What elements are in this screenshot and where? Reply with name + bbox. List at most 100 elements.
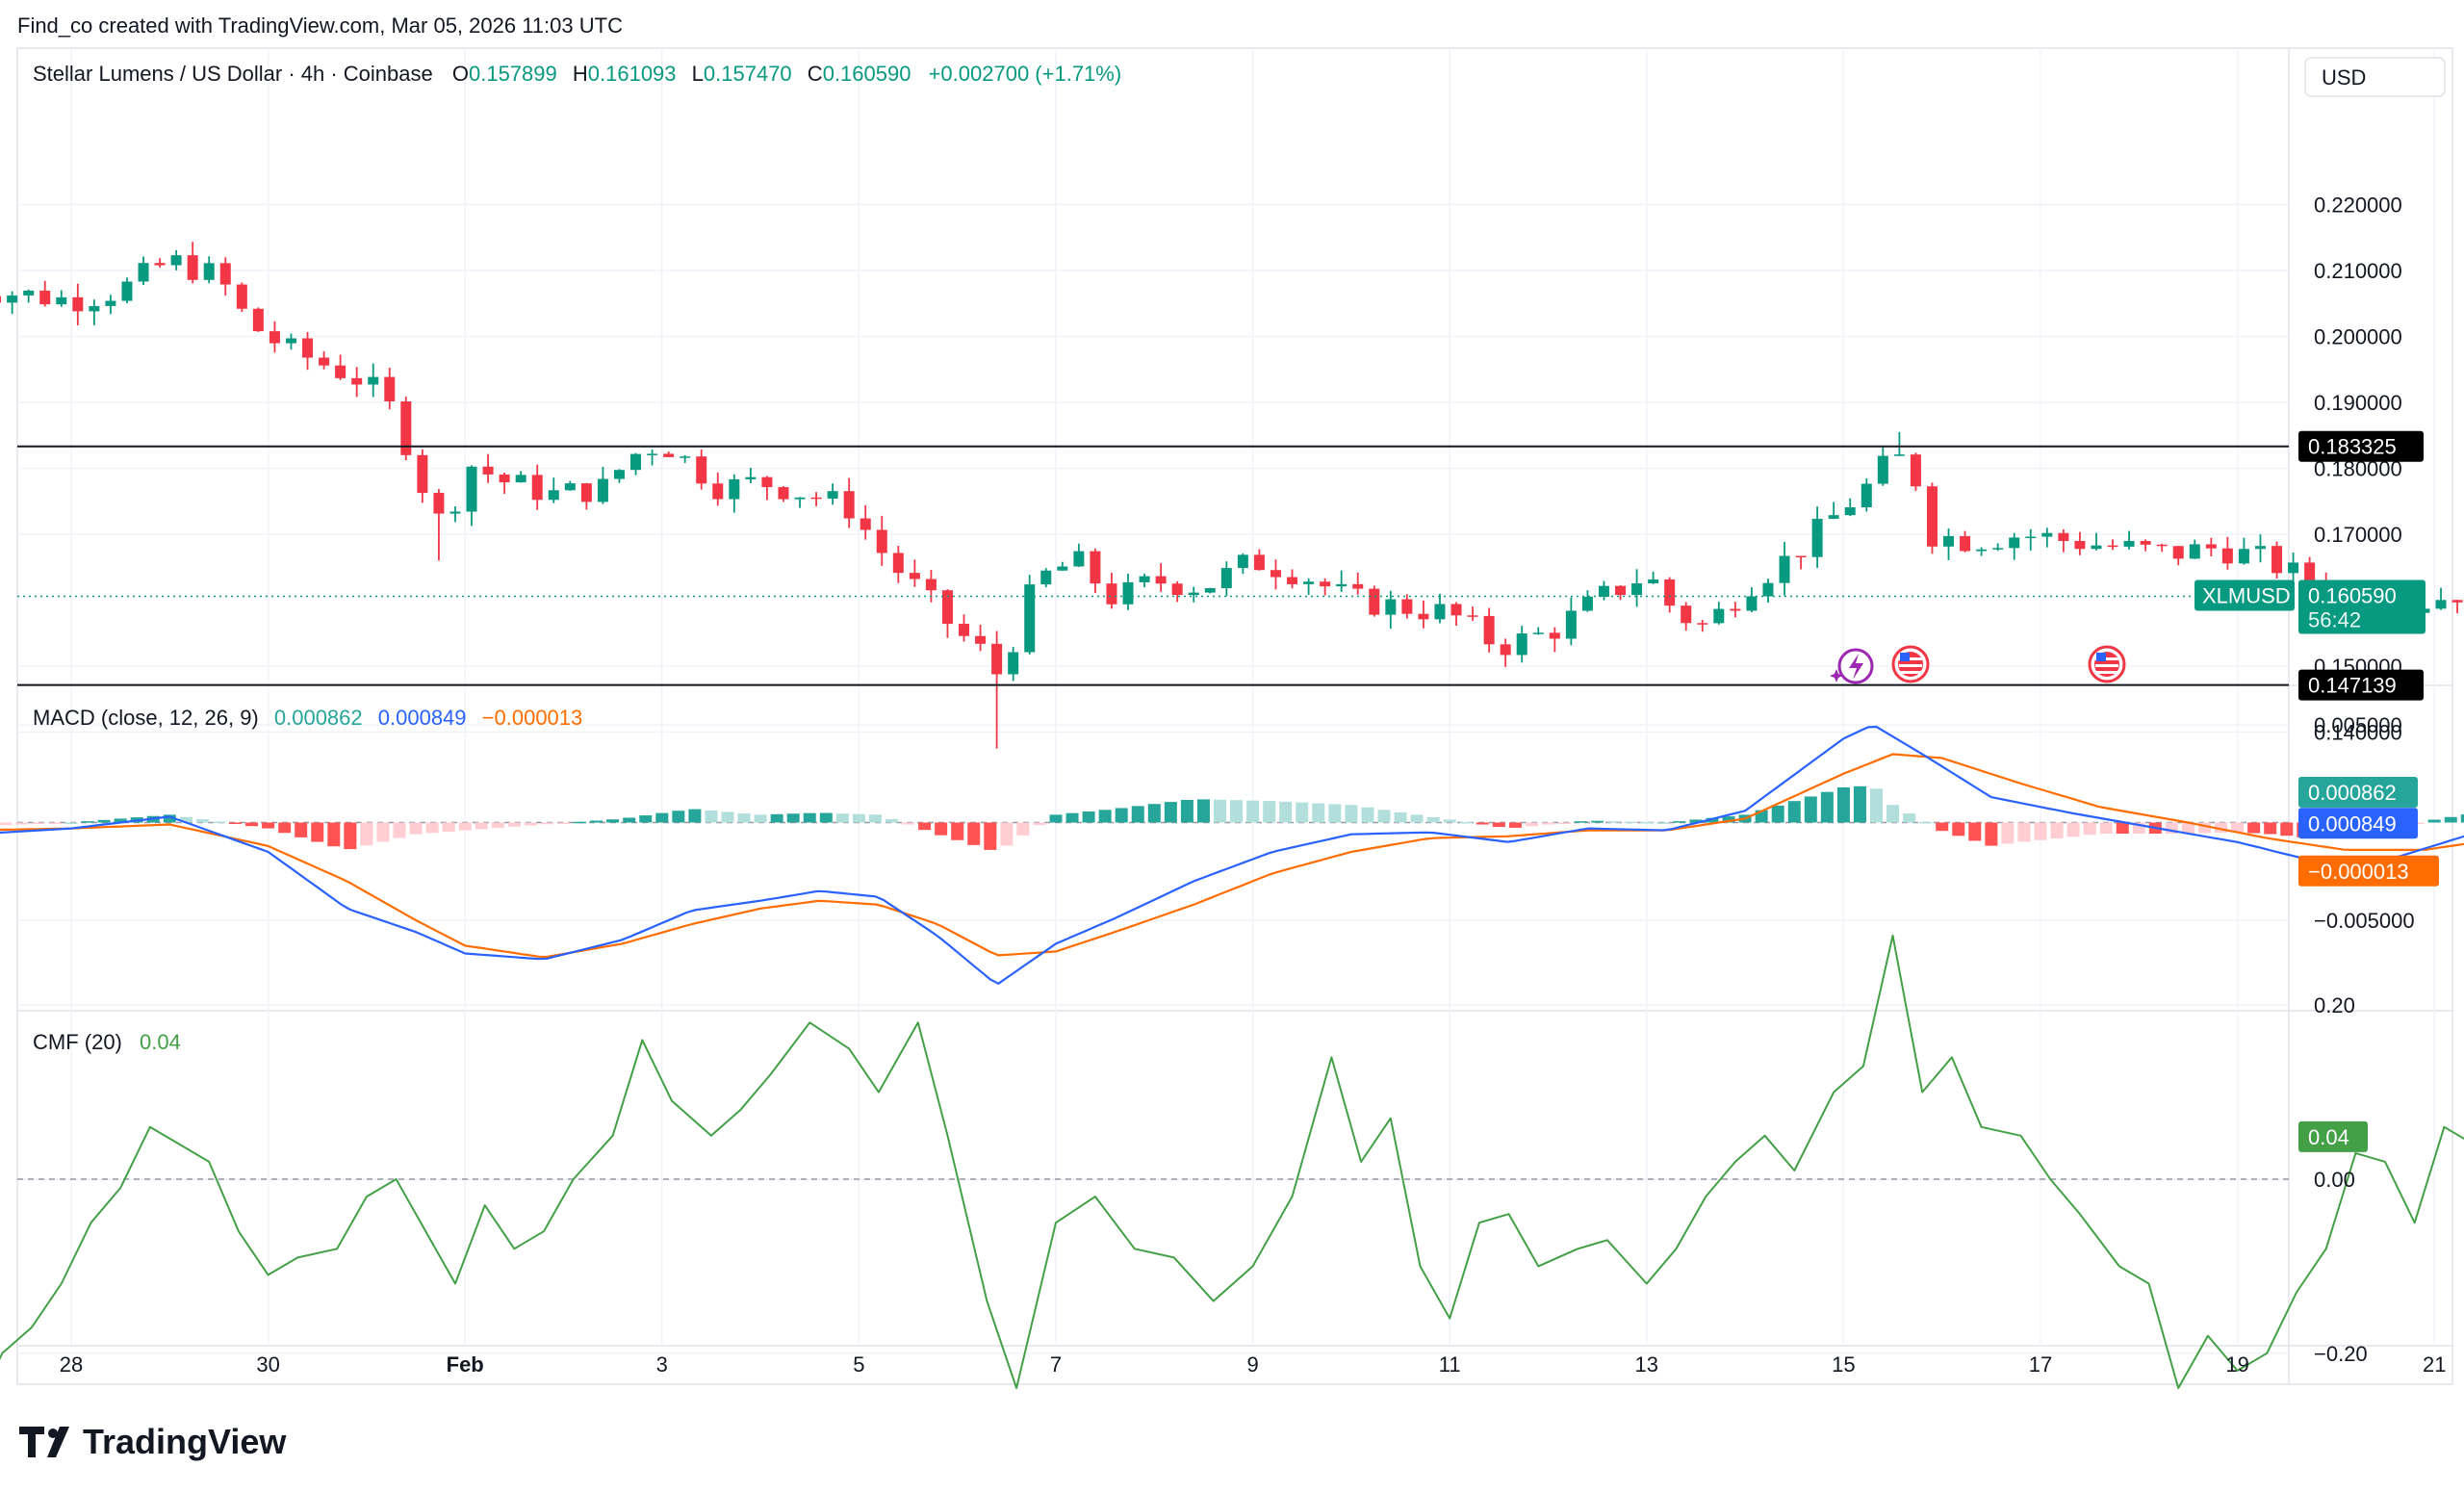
candle-body [860, 518, 871, 530]
candle-body [597, 478, 608, 502]
macd-signal-line [0, 753, 2464, 959]
x-tick-label: 28 [60, 1352, 83, 1377]
candle-body [1139, 576, 1150, 582]
candle-body [466, 466, 477, 512]
macd-histogram-bar [114, 818, 127, 823]
macd-legend-value: 0.000862 [274, 706, 363, 730]
candle [843, 477, 855, 528]
candle-body [941, 590, 953, 625]
candle-body [417, 454, 428, 494]
candle [121, 277, 133, 304]
macd-histogram-bar [606, 819, 620, 823]
candle-body [1385, 599, 1397, 615]
price-axis-tick: 0.220000 [2314, 193, 2402, 218]
candle-body [1188, 592, 1199, 596]
us-flag-event-icon[interactable] [2088, 645, 2126, 683]
symbol-title: Stellar Lumens / US Dollar · 4h · Coinba… [33, 62, 433, 86]
candle-body [1565, 610, 1577, 639]
candle [1516, 626, 1527, 663]
candle-body [1664, 579, 1676, 606]
macd-histogram-bar [1870, 788, 1883, 823]
macd-histogram-bar [15, 822, 29, 825]
candle-body [1648, 579, 1659, 583]
candle [1287, 569, 1298, 589]
macd-histogram-bar [2231, 822, 2245, 833]
candle [2205, 537, 2217, 556]
macd-histogram-bar [2116, 822, 2129, 835]
candle-body [219, 263, 231, 285]
macd-histogram-bar [1853, 785, 1866, 823]
us-flag-event-icon[interactable] [1891, 645, 1930, 683]
macd-histogram-bar [1886, 805, 1900, 823]
candle [876, 515, 887, 566]
macd-histogram-bar [1410, 814, 1424, 823]
candle-body [2058, 532, 2069, 541]
level-price-tag-bg [2298, 430, 2424, 462]
candle [1992, 543, 2004, 552]
candle-body [1828, 515, 1839, 519]
candle [1418, 600, 1429, 629]
legend-symbol: Stellar Lumens / US Dollar · 4h · Coinba… [33, 62, 1121, 86]
candle-body [531, 475, 543, 501]
candle [2238, 537, 2249, 565]
macd-histogram-bar [507, 822, 521, 827]
macd-histogram-bar [2198, 822, 2211, 834]
candle [23, 289, 35, 303]
macd-axis-tick: 0.005000 [2314, 713, 2402, 737]
candle-body [548, 490, 559, 501]
candle [302, 331, 314, 371]
candle-body [925, 579, 937, 591]
candle-body [1532, 632, 1544, 634]
macd-axis-tick: −0.005000 [2314, 909, 2415, 933]
candle-body [2205, 544, 2217, 549]
signal-value-tag-text: 0.000849 [2308, 811, 2397, 836]
candle [2288, 553, 2299, 586]
macd-histogram-bar [1328, 804, 1342, 823]
candle-body [696, 456, 707, 484]
candle-body [368, 376, 379, 385]
macd-histogram-bar [0, 822, 13, 826]
x-tick-label: 11 [1439, 1352, 1461, 1377]
macd-histogram-bar [1558, 822, 1572, 824]
candle-body [1106, 583, 1117, 605]
macd-histogram-bar [1722, 816, 1735, 823]
close-value: 0.160590 [823, 62, 911, 86]
candle [991, 631, 1003, 749]
candle-body [1615, 585, 1627, 596]
candle-body [1204, 588, 1216, 593]
candle-body [203, 263, 215, 280]
macd-label: MACD (close, 12, 26, 9) [33, 706, 259, 730]
chart-frame [16, 47, 2453, 1385]
candle-body [72, 296, 84, 312]
price-pane [0, 242, 2463, 749]
macd-histogram-bar [1492, 822, 1505, 828]
candle [1073, 543, 1085, 567]
macd-histogram-bar [1377, 810, 1391, 823]
lightning-event-icon[interactable] [1830, 648, 1874, 684]
candle-body [1811, 518, 1823, 557]
x-tick-label: 7 [1050, 1352, 1062, 1377]
currency-button[interactable] [2304, 57, 2446, 97]
macd-histogram-bar [2165, 822, 2178, 834]
candle [761, 476, 773, 501]
candle-body [1253, 554, 1265, 571]
macd-histogram-bar [1443, 819, 1456, 823]
price-axis-tick: 0.140000 [2314, 721, 2402, 745]
macd-histogram-bar [655, 812, 669, 823]
candle-body [1320, 581, 1331, 587]
candle [1336, 570, 1348, 592]
low-value: 0.157470 [704, 62, 792, 86]
macd-histogram-bar [2034, 822, 2047, 840]
x-tick-label: 30 [256, 1352, 279, 1377]
candle [712, 472, 724, 506]
candle [1385, 590, 1397, 630]
macd-histogram-bar [540, 822, 553, 825]
candle-body [1581, 596, 1593, 611]
candle [1352, 572, 1364, 595]
candle-body [2435, 600, 2447, 609]
candle [1024, 575, 1036, 655]
macd-pane [0, 725, 2464, 985]
macd-histogram-bar [1919, 821, 1933, 824]
candle [1106, 572, 1117, 609]
